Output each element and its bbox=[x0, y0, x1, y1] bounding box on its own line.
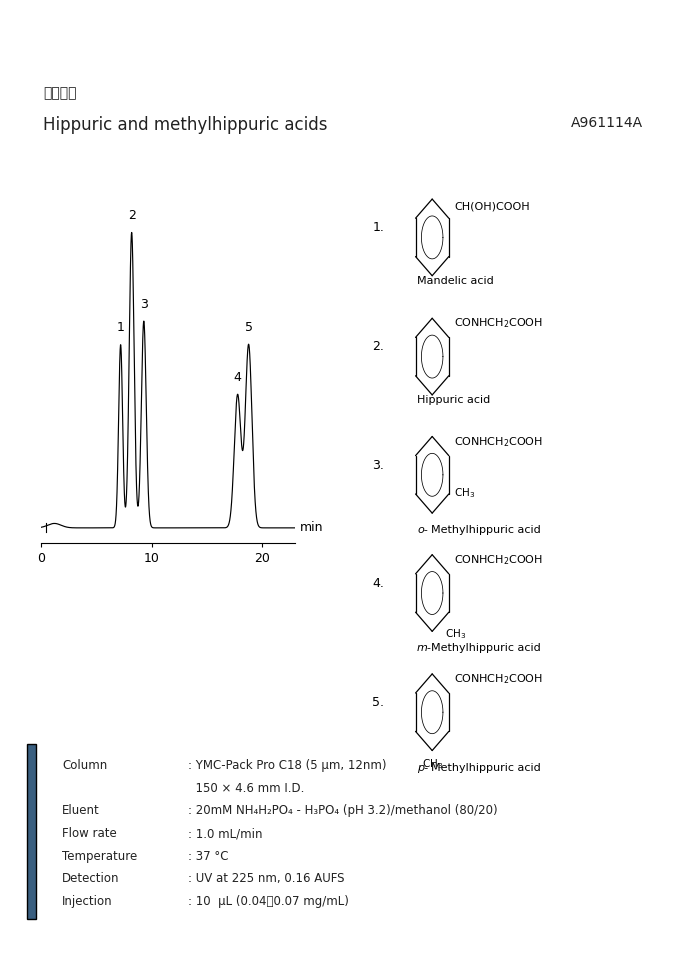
Text: Injection: Injection bbox=[62, 895, 113, 908]
Text: Flow rate: Flow rate bbox=[62, 828, 117, 840]
Text: : 37 °C: : 37 °C bbox=[189, 850, 229, 862]
Text: CH$_3$: CH$_3$ bbox=[422, 757, 442, 770]
Text: SEPARATION TECHNOLOGY: SEPARATION TECHNOLOGY bbox=[15, 49, 99, 54]
Text: m-: m- bbox=[417, 643, 432, 653]
Text: Eluent: Eluent bbox=[62, 804, 100, 818]
Text: min: min bbox=[299, 521, 323, 534]
Text: Methylhippuric acid: Methylhippuric acid bbox=[431, 525, 541, 535]
Text: CH$_3$: CH$_3$ bbox=[454, 486, 475, 500]
Text: A961114A: A961114A bbox=[571, 115, 643, 130]
Text: Methylhippuric acid: Methylhippuric acid bbox=[431, 763, 541, 772]
Text: Column: Column bbox=[62, 759, 108, 772]
Text: CONHCH$_2$COOH: CONHCH$_2$COOH bbox=[454, 553, 543, 567]
Text: 馬尿酸類: 馬尿酸類 bbox=[43, 86, 77, 100]
Text: Mandelic acid: Mandelic acid bbox=[417, 276, 494, 286]
Text: 4: 4 bbox=[234, 371, 241, 384]
Text: : 10  μL (0.04～0.07 mg/mL): : 10 μL (0.04～0.07 mg/mL) bbox=[189, 895, 349, 908]
Text: Hippuric and methylhippuric acids: Hippuric and methylhippuric acids bbox=[43, 115, 328, 134]
Text: Hippuric acid: Hippuric acid bbox=[417, 395, 490, 405]
Text: Methylhippuric acid: Methylhippuric acid bbox=[431, 643, 541, 653]
Text: H P L C   D A T A   S H E E T: H P L C D A T A S H E E T bbox=[161, 16, 580, 44]
Text: 3.: 3. bbox=[372, 458, 384, 472]
Text: : YMC-Pack Pro C18 (5 μm, 12nm): : YMC-Pack Pro C18 (5 μm, 12nm) bbox=[189, 759, 387, 772]
Text: 5: 5 bbox=[245, 321, 252, 334]
Text: CONHCH$_2$COOH: CONHCH$_2$COOH bbox=[454, 317, 543, 330]
Text: : 20mM NH₄H₂PO₄ - H₃PO₄ (pH 3.2)/methanol (80/20): : 20mM NH₄H₂PO₄ - H₃PO₄ (pH 3.2)/methano… bbox=[189, 804, 498, 818]
Text: 3: 3 bbox=[140, 297, 147, 311]
Text: 2: 2 bbox=[128, 209, 136, 222]
Text: 2.: 2. bbox=[372, 340, 384, 354]
Text: o-: o- bbox=[417, 525, 428, 535]
Text: p-: p- bbox=[417, 763, 428, 772]
Text: 4.: 4. bbox=[372, 577, 384, 590]
Text: YMC: YMC bbox=[15, 10, 83, 38]
Text: Detection: Detection bbox=[62, 872, 119, 886]
Text: CONHCH$_2$COOH: CONHCH$_2$COOH bbox=[454, 672, 543, 686]
Text: Temperature: Temperature bbox=[62, 850, 137, 862]
FancyBboxPatch shape bbox=[27, 744, 36, 919]
Text: CH$_3$: CH$_3$ bbox=[445, 627, 466, 641]
Text: : UV at 225 nm, 0.16 AUFS: : UV at 225 nm, 0.16 AUFS bbox=[189, 872, 345, 886]
Text: 150 × 4.6 mm I.D.: 150 × 4.6 mm I.D. bbox=[189, 782, 305, 795]
Text: 1: 1 bbox=[117, 322, 125, 334]
Text: 1.: 1. bbox=[372, 221, 384, 234]
Text: CONHCH$_2$COOH: CONHCH$_2$COOH bbox=[454, 435, 543, 449]
Text: 5.: 5. bbox=[372, 696, 384, 709]
Text: : 1.0 mL/min: : 1.0 mL/min bbox=[189, 828, 263, 840]
Text: CH(OH)COOH: CH(OH)COOH bbox=[454, 202, 530, 211]
